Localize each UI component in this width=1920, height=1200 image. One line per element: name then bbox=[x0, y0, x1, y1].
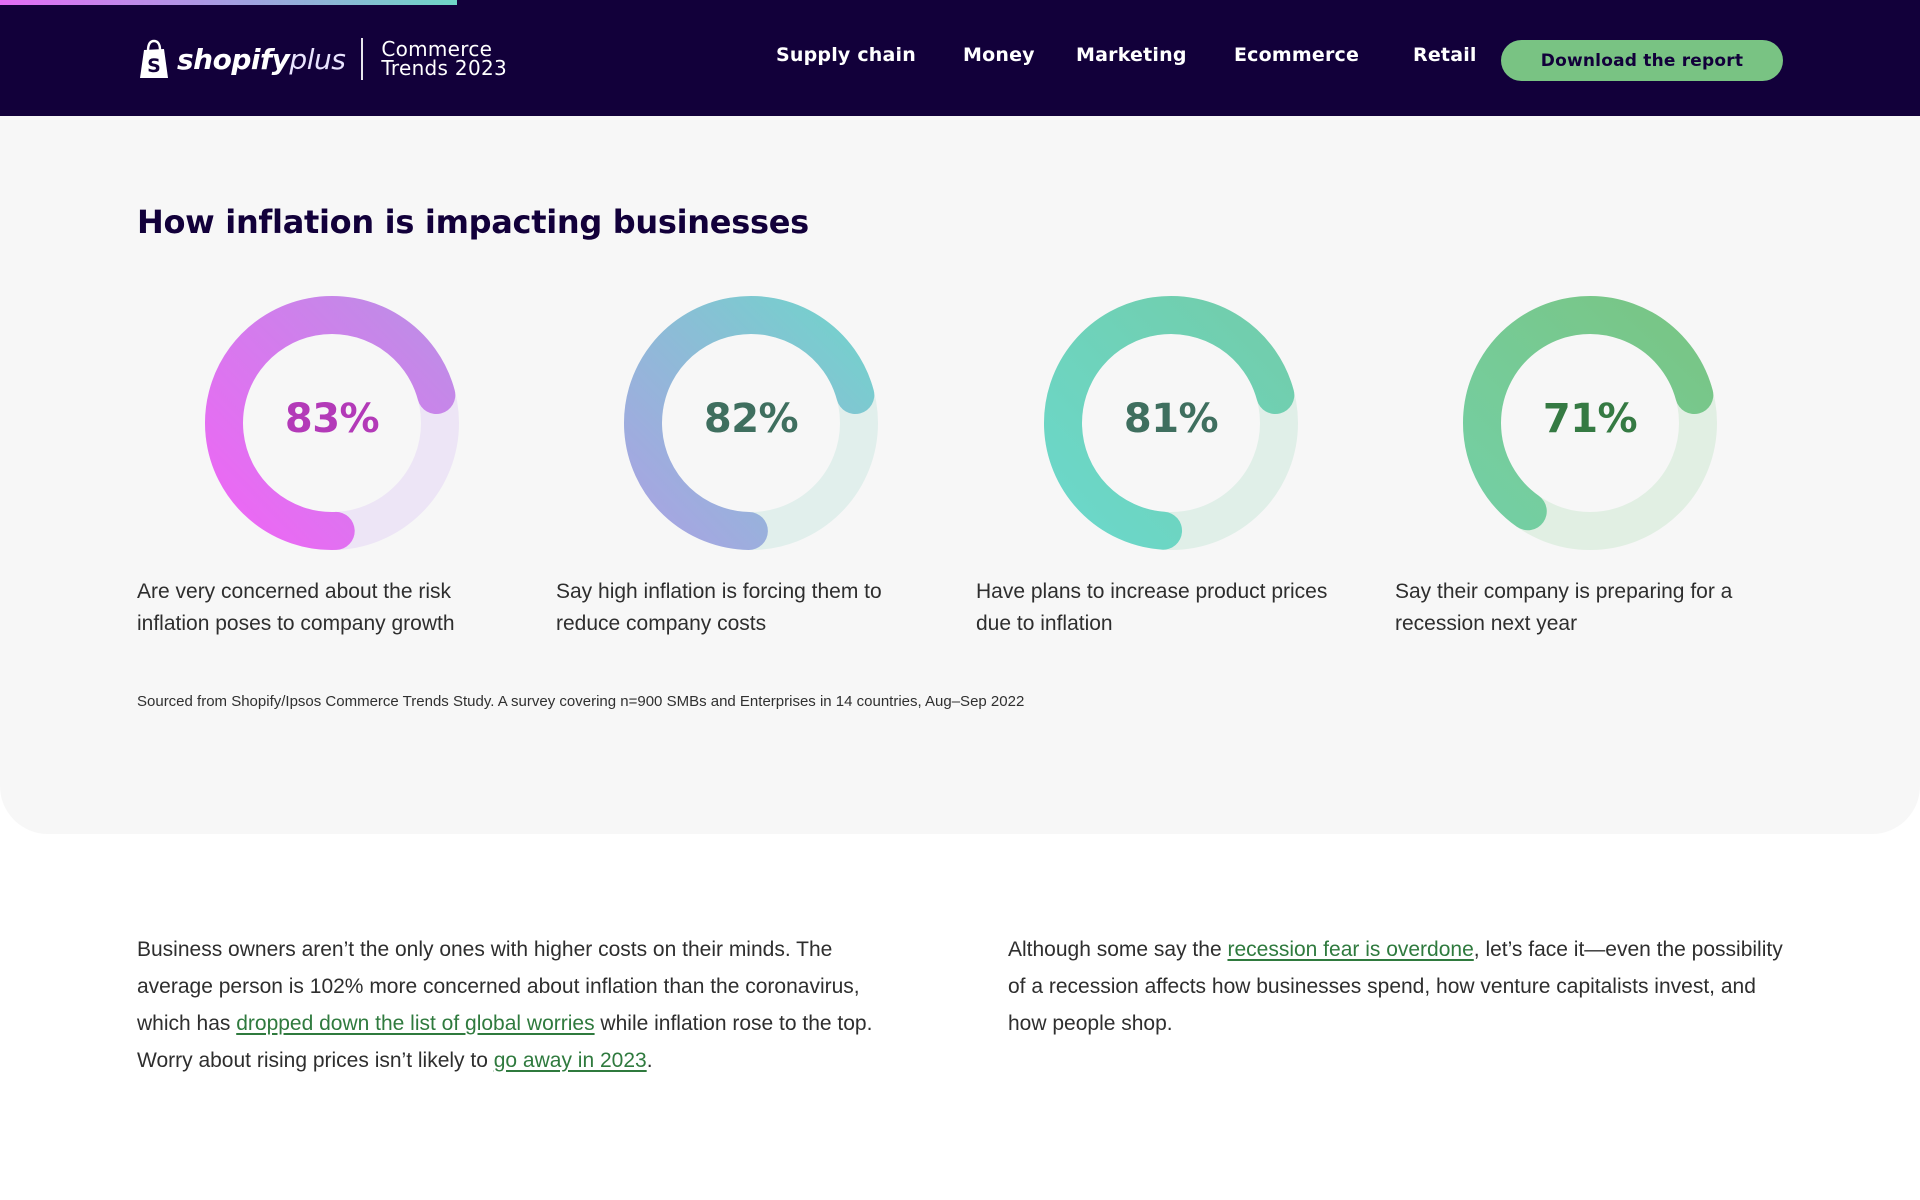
brand-wordmark: shopify plus bbox=[177, 42, 346, 76]
recession-fear-link[interactable]: recession fear is overdone bbox=[1227, 938, 1474, 961]
stat-card: 71% Say their company is preparing for a… bbox=[1395, 290, 1775, 640]
section-title: How inflation is impacting businesses bbox=[137, 203, 809, 241]
stat-caption: Say high inflation is forcing them to re… bbox=[556, 580, 882, 635]
body-paragraph-right: Although some say the recession fear is … bbox=[1008, 931, 1788, 1042]
go-away-link[interactable]: go away in 2023 bbox=[493, 1049, 647, 1072]
logo-divider bbox=[361, 38, 364, 80]
body-text: while inflation rose to the top. Worry a… bbox=[137, 1012, 873, 1072]
stat-percent: 81% bbox=[1123, 396, 1219, 442]
svg-text:S: S bbox=[147, 55, 161, 77]
page-progress-bar bbox=[0, 0, 457, 5]
nav-money[interactable]: Money bbox=[963, 44, 1035, 66]
donut-chart: 82% bbox=[618, 290, 884, 556]
stat-caption: Have plans to increase product prices du… bbox=[976, 580, 1328, 635]
nav-supply-chain[interactable]: Supply chain bbox=[776, 44, 916, 66]
shopping-bag-icon: S bbox=[140, 39, 168, 78]
donut-arc bbox=[205, 296, 456, 550]
brand-plus: plus bbox=[289, 42, 346, 76]
stat-card: 81% Have plans to increase product price… bbox=[976, 290, 1356, 640]
shopify-plus-logo[interactable]: S shopify plus Commerce Trends 2023 bbox=[137, 38, 507, 80]
nav-retail[interactable]: Retail bbox=[1413, 44, 1477, 66]
stat-caption: Say their company is preparing for a rec… bbox=[1395, 580, 1733, 635]
brand-main: shopify bbox=[177, 42, 290, 76]
edition-title: Commerce Trends 2023 bbox=[381, 37, 508, 80]
donut-arc bbox=[624, 296, 875, 550]
stat-percent: 82% bbox=[703, 396, 799, 442]
body-paragraph-left: Business owners aren’t the only ones wit… bbox=[137, 931, 897, 1079]
stat-card: 82% Say high inflation is forcing them t… bbox=[556, 290, 936, 640]
body-text: . bbox=[646, 1049, 653, 1072]
global-worries-link[interactable]: dropped down the list of global worries bbox=[236, 1012, 595, 1035]
source-note: Sourced from Shopify/Ipsos Commerce Tren… bbox=[137, 693, 1025, 710]
stat-percent: 71% bbox=[1542, 396, 1638, 442]
donut-chart: 81% bbox=[1038, 290, 1304, 556]
donut-svg bbox=[1044, 296, 1298, 550]
donut-arc bbox=[1463, 296, 1714, 531]
donut-svg bbox=[205, 296, 459, 550]
donut-arc bbox=[1044, 296, 1295, 550]
donut-svg bbox=[624, 296, 878, 550]
donut-chart: 83% bbox=[199, 290, 465, 556]
donut-chart: 71% bbox=[1457, 290, 1723, 556]
body-text: Business owners aren’t the only ones wit… bbox=[137, 938, 860, 1035]
edition-line-2: Trends 2023 bbox=[381, 56, 508, 80]
inflation-stats-panel bbox=[0, 116, 1920, 834]
stat-percent: 83% bbox=[284, 396, 380, 442]
edition-line-1: Commerce bbox=[381, 37, 493, 61]
download-report-button[interactable]: Download the report bbox=[1501, 40, 1783, 81]
body-text: Although some say the bbox=[1008, 938, 1228, 961]
nav-marketing[interactable]: Marketing bbox=[1076, 44, 1187, 66]
nav-ecommerce[interactable]: Ecommerce bbox=[1234, 44, 1360, 66]
stat-card: 83% Are very concerned about the risk in… bbox=[137, 290, 517, 640]
site-header: S shopify plus Commerce Trends 2023 Supp… bbox=[0, 0, 1920, 116]
body-text: , let’s face it—even the possibility of … bbox=[1008, 938, 1783, 1035]
stat-caption: Are very concerned about the risk inflat… bbox=[137, 580, 455, 635]
donut-svg bbox=[1463, 296, 1717, 550]
